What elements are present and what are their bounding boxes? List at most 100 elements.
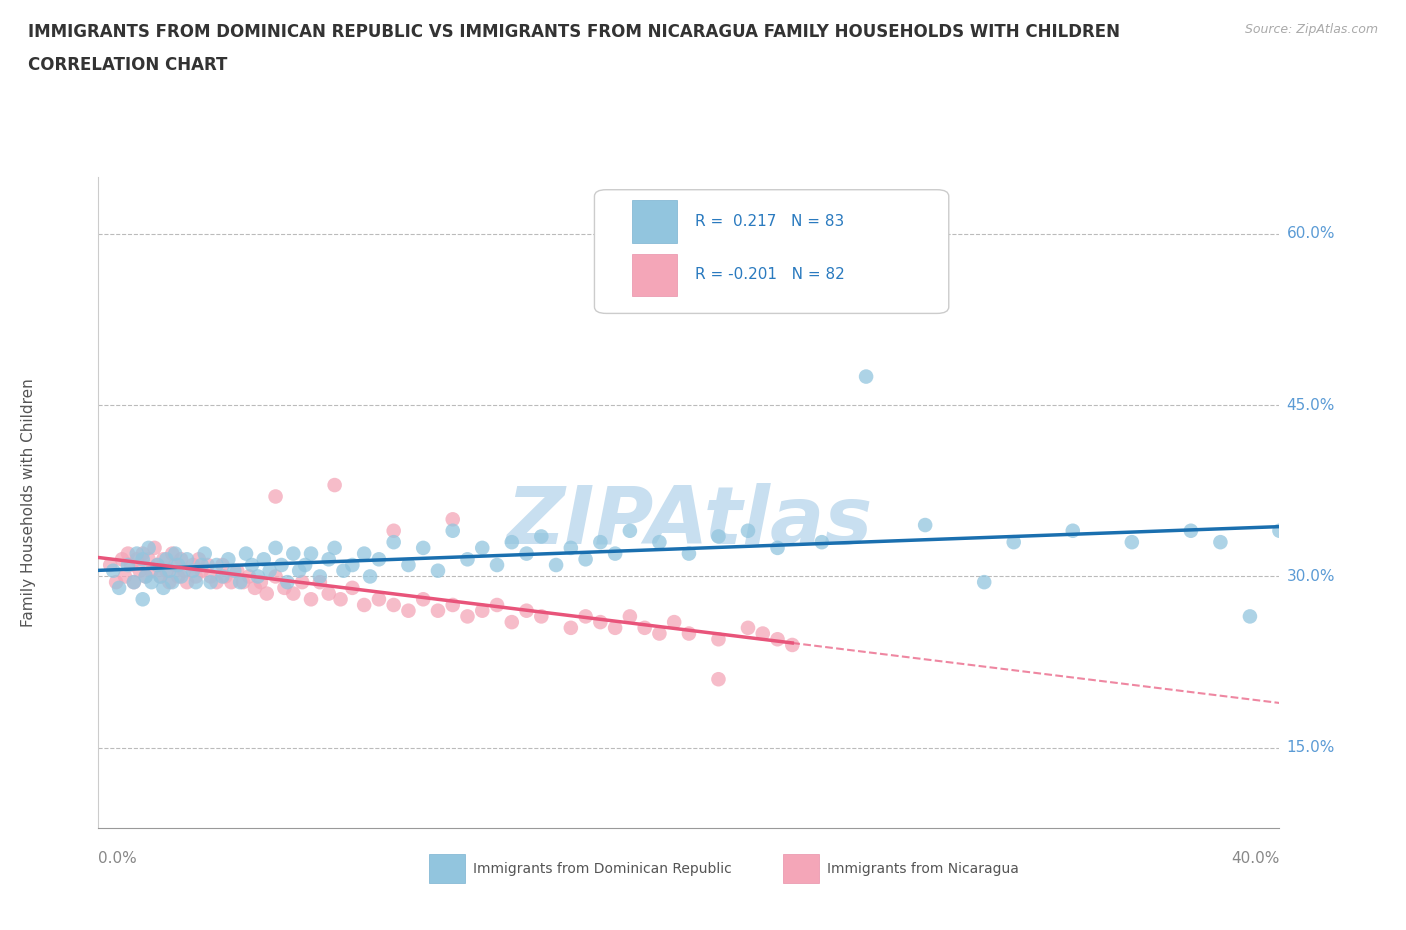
Point [243, 580, 266, 595]
Point [232, 575, 254, 590]
Point [648, 626, 671, 641]
Point [283, 586, 305, 601]
Point [427, 564, 450, 578]
Point [427, 604, 450, 618]
Point [117, 558, 139, 573]
Point [111, 551, 134, 566]
Point [1180, 524, 1202, 538]
Point [149, 569, 172, 584]
Point [155, 551, 177, 566]
Point [914, 518, 936, 533]
Point [412, 540, 434, 555]
Point [138, 540, 160, 555]
Text: 45.0%: 45.0% [1286, 398, 1334, 413]
Point [253, 551, 276, 566]
Point [342, 580, 364, 595]
Point [318, 551, 340, 566]
Point [211, 558, 233, 573]
Point [146, 558, 169, 573]
Point [396, 604, 419, 618]
Point [751, 626, 773, 641]
Point [1062, 524, 1084, 538]
Point [1002, 535, 1025, 550]
Text: ZIPAtlas: ZIPAtlas [506, 483, 872, 561]
Point [737, 524, 759, 538]
Point [264, 540, 287, 555]
Point [167, 558, 190, 573]
Point [619, 609, 641, 624]
Point [810, 535, 832, 550]
Bar [633, 200, 678, 243]
Point [256, 586, 278, 601]
Text: IMMIGRANTS FROM DOMINICAN REPUBLIC VS IMMIGRANTS FROM NICARAGUA FAMILY HOUSEHOLD: IMMIGRANTS FROM DOMINICAN REPUBLIC VS IM… [28, 23, 1121, 41]
Point [117, 546, 139, 561]
Point [152, 551, 174, 566]
Text: R =  0.217   N = 83: R = 0.217 N = 83 [695, 214, 844, 229]
Text: 15.0%: 15.0% [1286, 740, 1334, 755]
Point [181, 564, 204, 578]
Point [132, 546, 155, 561]
Point [441, 512, 464, 526]
Point [782, 638, 804, 653]
Text: 40.0%: 40.0% [1232, 851, 1279, 866]
Point [211, 569, 233, 584]
Point [382, 535, 405, 550]
Point [294, 558, 316, 573]
Point [155, 564, 177, 578]
Point [486, 558, 509, 573]
Point [149, 569, 172, 584]
Point [707, 671, 730, 686]
Point [396, 558, 419, 573]
Point [309, 569, 332, 584]
Point [167, 569, 190, 584]
Point [157, 575, 180, 590]
Text: 0.0%: 0.0% [98, 851, 138, 866]
Point [165, 546, 187, 561]
Point [138, 551, 160, 566]
Point [135, 569, 157, 584]
Point [359, 569, 381, 584]
Point [382, 524, 405, 538]
Point [194, 546, 217, 561]
Point [217, 551, 239, 566]
Point [766, 540, 789, 555]
Point [456, 609, 478, 624]
Text: 60.0%: 60.0% [1286, 226, 1334, 241]
Point [309, 575, 332, 590]
Point [766, 631, 789, 646]
Point [229, 575, 252, 590]
Bar [429, 854, 464, 883]
Point [441, 524, 464, 538]
Point [737, 620, 759, 635]
Point [544, 558, 567, 573]
Point [122, 575, 145, 590]
Point [264, 489, 287, 504]
Point [678, 626, 700, 641]
Point [368, 551, 391, 566]
Point [515, 604, 537, 618]
Point [120, 558, 142, 573]
Point [342, 558, 364, 573]
Point [184, 575, 207, 590]
Point [187, 551, 209, 566]
Bar [633, 254, 678, 296]
Point [162, 575, 183, 590]
Point [323, 540, 346, 555]
Point [412, 591, 434, 606]
Point [264, 569, 287, 584]
FancyBboxPatch shape [595, 190, 949, 313]
Point [176, 551, 198, 566]
Point [224, 564, 246, 578]
Point [170, 551, 193, 566]
Point [589, 535, 612, 550]
Point [152, 580, 174, 595]
Point [214, 569, 236, 584]
Point [664, 615, 686, 630]
Point [157, 564, 180, 578]
Point [560, 620, 582, 635]
Point [114, 569, 136, 584]
Point [973, 575, 995, 590]
Point [276, 575, 298, 590]
Point [1121, 535, 1143, 550]
Point [501, 535, 523, 550]
